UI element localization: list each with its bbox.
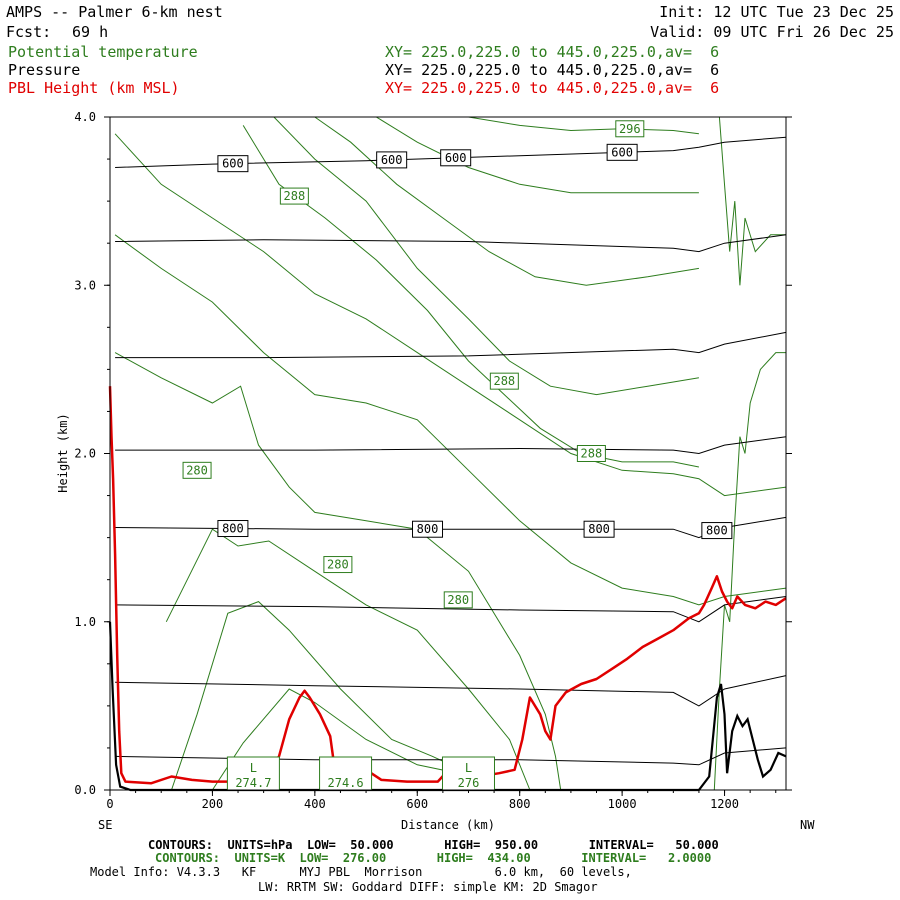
axis-ticks: 0 200 400 600 800 1000 1200 0.0 1.0 2.0 3.0 4.0 bbox=[74, 110, 792, 811]
footer-theta-contours: CONTOURS: UNITS=K LOW= 276.00 HIGH= 434.… bbox=[155, 851, 712, 865]
theta-contour-3 bbox=[165, 528, 531, 791]
svg-text:280: 280 bbox=[186, 463, 208, 477]
x-tick-label: 1200 bbox=[710, 797, 739, 811]
svg-text:288: 288 bbox=[493, 374, 515, 388]
theta-contour-0 bbox=[114, 133, 787, 497]
svg-text:274.7: 274.7 bbox=[235, 776, 271, 790]
svg-text:280: 280 bbox=[327, 558, 349, 572]
pressure-label-600: 600 bbox=[606, 143, 638, 161]
terrain bbox=[108, 621, 787, 792]
x-tick-label: 0 bbox=[106, 797, 113, 811]
theta-contour-10 bbox=[468, 116, 699, 135]
x-axis-label: Distance (km) bbox=[401, 818, 495, 832]
pressure-label-800: 800 bbox=[217, 520, 249, 538]
pressure-contour-850 bbox=[115, 596, 787, 623]
pressure-label-600: 600 bbox=[440, 149, 472, 167]
right-end-label: NW bbox=[800, 818, 815, 832]
forecast-value: 69 h bbox=[72, 23, 109, 41]
theta-label: 288 bbox=[576, 445, 606, 462]
field-name-theta: Potential temperature bbox=[8, 43, 198, 61]
y-tick-label: 3.0 bbox=[74, 278, 96, 292]
valid-time: Valid: 09 UTC Fri 26 Dec 25 bbox=[650, 23, 894, 41]
y-tick-label: 1.0 bbox=[74, 615, 96, 629]
x-tick-label: 800 bbox=[509, 797, 531, 811]
pressure-label-600: 600 bbox=[217, 155, 249, 173]
theta-contour-8 bbox=[314, 116, 699, 286]
svg-text:600: 600 bbox=[445, 151, 467, 165]
y-tick-label: 4.0 bbox=[74, 110, 96, 124]
field-name-pressure: Pressure bbox=[8, 61, 81, 79]
pressure-contours bbox=[115, 136, 787, 766]
theta-contour-1 bbox=[114, 234, 787, 606]
theta-contour-6 bbox=[242, 125, 699, 468]
svg-text:600: 600 bbox=[611, 145, 633, 159]
field-xy-theta: XY= 225.0,225.0 to 445.0,225.0,av= 6 bbox=[385, 43, 720, 61]
svg-text:288: 288 bbox=[284, 189, 306, 203]
theta-label: 280 bbox=[323, 556, 353, 574]
pressure-contour-700 bbox=[115, 331, 787, 359]
x-tick-label: 600 bbox=[406, 797, 428, 811]
footer-model-info: Model Info: V4.3.3 KF MYJ PBL Morrison 6… bbox=[90, 865, 632, 879]
theta-contour-9 bbox=[376, 116, 699, 194]
svg-text:800: 800 bbox=[222, 522, 244, 536]
pressure-contour-650 bbox=[115, 234, 787, 253]
y-tick-label: 0.0 bbox=[74, 783, 96, 797]
theta-label: 288 bbox=[489, 372, 519, 390]
svg-text:L: L bbox=[465, 761, 472, 775]
low-marker: 274.6 bbox=[319, 756, 373, 791]
pressure-contour-950 bbox=[115, 747, 787, 766]
theta-label: 280 bbox=[443, 591, 473, 609]
pressure-contour-750 bbox=[115, 436, 787, 455]
svg-text:276: 276 bbox=[458, 776, 480, 790]
contour-labels: 600 600 600 600 800 800 800 800 296 288 288 288 280 2… bbox=[182, 120, 733, 791]
field-xy-pressure: XY= 225.0,225.0 to 445.0,225.0,av= 6 bbox=[385, 61, 720, 79]
app-title: AMPS -- Palmer 6-km nest bbox=[6, 3, 223, 21]
pressure-label-800: 800 bbox=[701, 522, 733, 540]
plot-frame bbox=[109, 116, 787, 791]
footer-physics: LW: RRTM SW: Goddard DIFF: simple KM: 2D… bbox=[258, 880, 598, 894]
svg-text:600: 600 bbox=[381, 153, 403, 167]
svg-text:296: 296 bbox=[619, 122, 641, 136]
theta-contour-11 bbox=[713, 352, 786, 791]
pressure-label-800: 800 bbox=[583, 520, 615, 538]
forecast-label: Fcst: bbox=[6, 23, 52, 41]
pbl-height-line bbox=[108, 386, 787, 785]
x-tick-label: 200 bbox=[202, 797, 224, 811]
theta-contour-2 bbox=[114, 352, 562, 791]
x-tick-label: 400 bbox=[304, 797, 326, 811]
pressure-contour-800 bbox=[115, 516, 787, 539]
footer-pressure-contours: CONTOURS: UNITS=hPa LOW= 50.000 HIGH= 95… bbox=[148, 838, 719, 852]
svg-text:800: 800 bbox=[706, 524, 728, 538]
theta-contour-12 bbox=[718, 116, 786, 286]
svg-text:L: L bbox=[250, 761, 257, 775]
pressure-contour-900 bbox=[115, 675, 787, 707]
init-time: Init: 12 UTC Tue 23 Dec 25 bbox=[659, 3, 894, 21]
theta-contour-7 bbox=[273, 116, 699, 396]
svg-text:280: 280 bbox=[447, 593, 469, 607]
pressure-label-600: 600 bbox=[376, 151, 408, 169]
terrain-line bbox=[108, 621, 787, 792]
theta-label: 280 bbox=[182, 461, 212, 479]
y-tick-label: 2.0 bbox=[74, 447, 96, 461]
svg-text:274.6: 274.6 bbox=[328, 776, 364, 790]
x-tick-label: 1000 bbox=[608, 797, 637, 811]
svg-text:600: 600 bbox=[222, 157, 244, 171]
theta-label: 296 bbox=[615, 120, 645, 138]
svg-text:800: 800 bbox=[417, 522, 439, 536]
svg-text:800: 800 bbox=[588, 522, 610, 536]
left-end-label: SE bbox=[98, 818, 112, 832]
pressure-label-800: 800 bbox=[412, 520, 444, 538]
pbl-height-series bbox=[108, 386, 787, 785]
theta-contours bbox=[114, 116, 787, 791]
field-name-pbl: PBL Height (km MSL) bbox=[8, 79, 180, 97]
y-axis-label: Height (km) bbox=[56, 413, 70, 492]
svg-text:288: 288 bbox=[581, 447, 603, 461]
theta-label: 288 bbox=[279, 187, 309, 205]
field-xy-pbl: XY= 225.0,225.0 to 445.0,225.0,av= 6 bbox=[385, 79, 720, 97]
